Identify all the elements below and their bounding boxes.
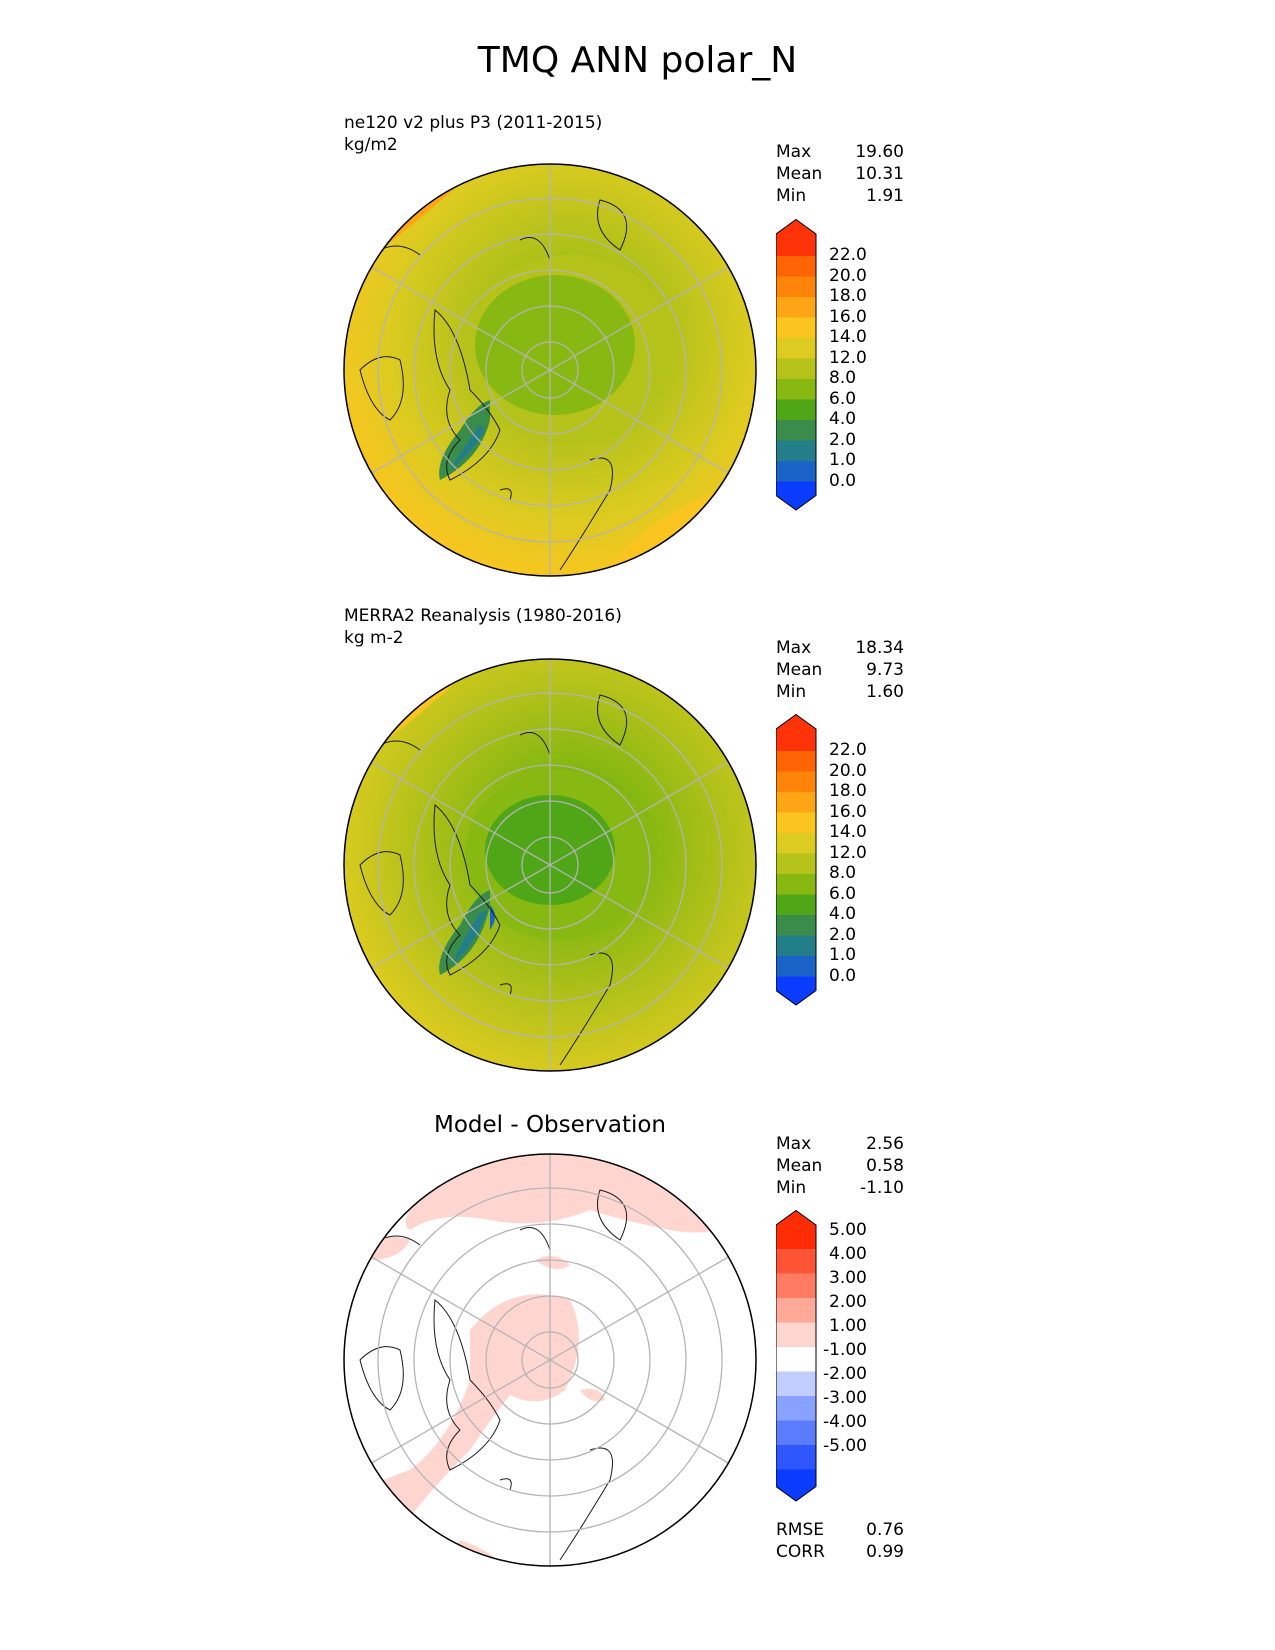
panel1-cb-tick: 6.0: [829, 388, 857, 409]
panel1-cb-tick: 18.0: [829, 286, 867, 306]
panel1-stat-mean: Mean 10.31: [776, 164, 904, 184]
panel2-colorbar-fill: [776, 714, 816, 1005]
panel2-cb-tick: 2.0: [829, 924, 857, 945]
panel1-stat-max: Max 19.60: [776, 142, 904, 162]
panel2-stats: Max 18.34 Mean 9.73 Min 1.60: [776, 637, 904, 703]
panel1-stats: Max 19.60 Mean 10.31 Min 1.91: [776, 141, 904, 207]
panel2-cb-tick: 20.0: [829, 760, 867, 781]
panel2-coastlines: [359, 694, 628, 1066]
panel3-cb-tick: 1.00: [829, 1316, 867, 1336]
panel1-cb-tick: 1.0: [829, 450, 857, 470]
panel3-map-border: [343, 1153, 757, 1567]
panel3-cb-tick: -3.00: [823, 1388, 867, 1408]
panel1-cb-tick: 4.0: [829, 409, 857, 429]
panel3-cb-tick: 4.00: [829, 1244, 867, 1264]
panel1-colorbar-outline: [776, 219, 817, 511]
panel2-stat-max: Max 18.34: [776, 638, 904, 658]
panel3-stats: Max 2.56 Mean 0.58 Min -1.10: [776, 1133, 904, 1199]
panel3-title: Model - Observation: [433, 1112, 667, 1138]
panel1-units: kg/m2: [344, 135, 398, 155]
panel1-cb-tick: 16.0: [829, 306, 867, 327]
panel2-stat-min: Min 1.60: [776, 682, 904, 702]
panel1-cb-tick: 8.0: [829, 368, 857, 388]
panel1-stat-min: Min 1.91: [776, 186, 904, 206]
panel2-units: kg m-2: [344, 628, 404, 648]
panel2-stat-mean: Mean 9.73: [776, 660, 904, 680]
panel1-polar-map: [343, 163, 757, 577]
panel3-cb-tick: 5.00: [829, 1220, 867, 1240]
panel2-cb-tick: 14.0: [829, 822, 867, 842]
panel3-graticule: [371, 1154, 729, 1566]
panel3-cb-tick: -4.00: [823, 1412, 867, 1432]
panel3-cb-tick: -5.00: [823, 1436, 867, 1456]
panel1-cb-tick: 20.0: [829, 265, 867, 286]
panel1-cb-tick: 2.0: [829, 429, 857, 450]
panel1-cb-tick: 22.0: [829, 245, 867, 265]
panel1-graticule: [371, 164, 729, 576]
panel1-cb-tick: 12.0: [829, 347, 867, 368]
panel2-map-border: [343, 658, 757, 1072]
panel3-cb-tick: 2.00: [829, 1292, 867, 1312]
panel3-cb-tick: 3.00: [829, 1268, 867, 1288]
panel3-metric-corr: CORR 0.99: [776, 1542, 904, 1562]
figure-title: TMQ ANN polar_N: [477, 40, 798, 81]
panel2-cb-tick: 22.0: [829, 740, 867, 760]
panel2-polar-map: [343, 658, 757, 1072]
panel1-title: ne120 v2 plus P3 (2011-2015) kg/m2: [344, 112, 602, 156]
panel3-metric-rmse: RMSE 0.76: [776, 1520, 904, 1540]
panel2-cb-tick: 18.0: [829, 781, 867, 801]
panel2-run-label: MERRA2 Reanalysis (1980-2016): [344, 606, 622, 626]
panel3-colorbar: [776, 1210, 817, 1502]
panel3-cb-tick: -1.00: [823, 1340, 867, 1360]
panel3-stat-mean: Mean 0.58: [776, 1156, 904, 1176]
panel1-run-label: ne120 v2 plus P3 (2011-2015): [344, 113, 603, 133]
panel1-map-border: [343, 163, 757, 577]
panel3-polar-map: [343, 1153, 757, 1567]
panel2-graticule: [371, 659, 729, 1071]
panel3-cb-tick: -2.00: [823, 1364, 867, 1384]
panel2-cb-tick: 1.0: [829, 945, 857, 965]
panel1-cb-tick: 14.0: [829, 327, 867, 347]
panel2-title: MERRA2 Reanalysis (1980-2016) kg m-2: [344, 605, 622, 649]
panel2-cb-tick: 16.0: [829, 801, 867, 822]
panel2-colorbar: [776, 714, 817, 1006]
panel3-stat-max: Max 2.56: [776, 1134, 904, 1154]
panel1-colorbar-fill: [776, 219, 816, 510]
panel1-colorbar: [776, 219, 817, 511]
panel2-colorbar-outline: [776, 714, 817, 1006]
panel1-cb-tick: 0.0: [829, 470, 857, 491]
panel3-metrics: RMSE 0.76 CORR 0.99: [776, 1519, 904, 1563]
panel3-coastlines: [359, 1189, 628, 1561]
panel3-stat-min: Min -1.10: [776, 1178, 904, 1198]
panel2-cb-tick: 6.0: [829, 883, 857, 904]
panel2-cb-tick: 8.0: [829, 863, 857, 883]
panel2-cb-tick: 0.0: [829, 965, 857, 986]
panel3-colorbar-fill: [776, 1210, 816, 1501]
panel2-cb-tick: 12.0: [829, 842, 867, 863]
panel3-colorbar-outline: [776, 1210, 817, 1502]
panel2-cb-tick: 4.0: [829, 904, 857, 924]
